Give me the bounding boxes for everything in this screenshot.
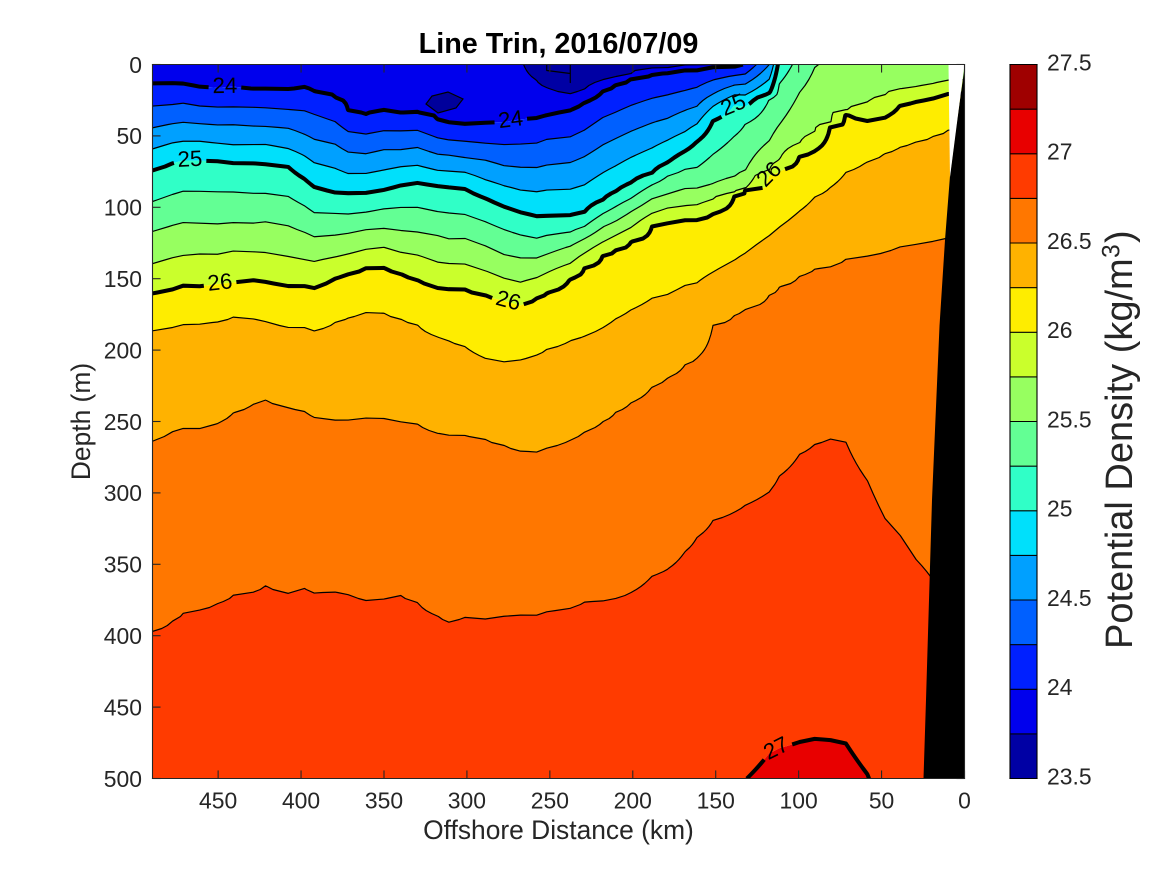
svg-text:25: 25 [177, 146, 203, 172]
svg-text:200: 200 [104, 337, 142, 363]
svg-text:26: 26 [493, 285, 523, 315]
svg-text:Line Trin, 2016/07/09: Line Trin, 2016/07/09 [419, 28, 699, 60]
svg-text:50: 50 [116, 123, 141, 149]
svg-text:500: 500 [104, 766, 142, 792]
svg-text:23.5: 23.5 [1047, 763, 1092, 789]
svg-text:150: 150 [104, 266, 142, 292]
svg-text:27: 27 [1047, 139, 1072, 165]
svg-text:25.5: 25.5 [1047, 406, 1092, 432]
svg-text:26: 26 [206, 268, 233, 295]
svg-text:26: 26 [1047, 317, 1072, 343]
svg-text:300: 300 [448, 788, 486, 814]
svg-text:27.5: 27.5 [1047, 49, 1092, 75]
svg-text:24: 24 [212, 73, 237, 98]
svg-text:150: 150 [697, 788, 735, 814]
svg-text:250: 250 [104, 409, 142, 435]
svg-text:): ) [1099, 230, 1141, 243]
svg-text:300: 300 [104, 480, 142, 506]
svg-text:450: 450 [199, 788, 237, 814]
svg-text:200: 200 [614, 788, 652, 814]
svg-text:50: 50 [869, 788, 894, 814]
svg-text:0: 0 [129, 52, 142, 78]
svg-text:250: 250 [531, 788, 569, 814]
svg-text:25: 25 [1047, 496, 1072, 522]
svg-text:Offshore Distance (km): Offshore Distance (km) [423, 815, 694, 845]
svg-text:24: 24 [497, 105, 525, 133]
svg-text:Depth (m): Depth (m) [66, 363, 96, 480]
svg-text:24.5: 24.5 [1047, 585, 1092, 611]
svg-text:350: 350 [104, 552, 142, 578]
svg-text:100: 100 [104, 195, 142, 221]
svg-text:350: 350 [365, 788, 403, 814]
svg-text:24: 24 [1047, 674, 1073, 700]
svg-text:100: 100 [780, 788, 818, 814]
svg-text:400: 400 [282, 788, 320, 814]
svg-text:400: 400 [104, 623, 142, 649]
svg-text:450: 450 [104, 694, 142, 720]
svg-text:26.5: 26.5 [1047, 228, 1092, 254]
svg-text:0: 0 [958, 788, 971, 814]
svg-text:3: 3 [1099, 244, 1126, 258]
svg-text:Potential Density (kg/m: Potential Density (kg/m [1099, 258, 1141, 649]
